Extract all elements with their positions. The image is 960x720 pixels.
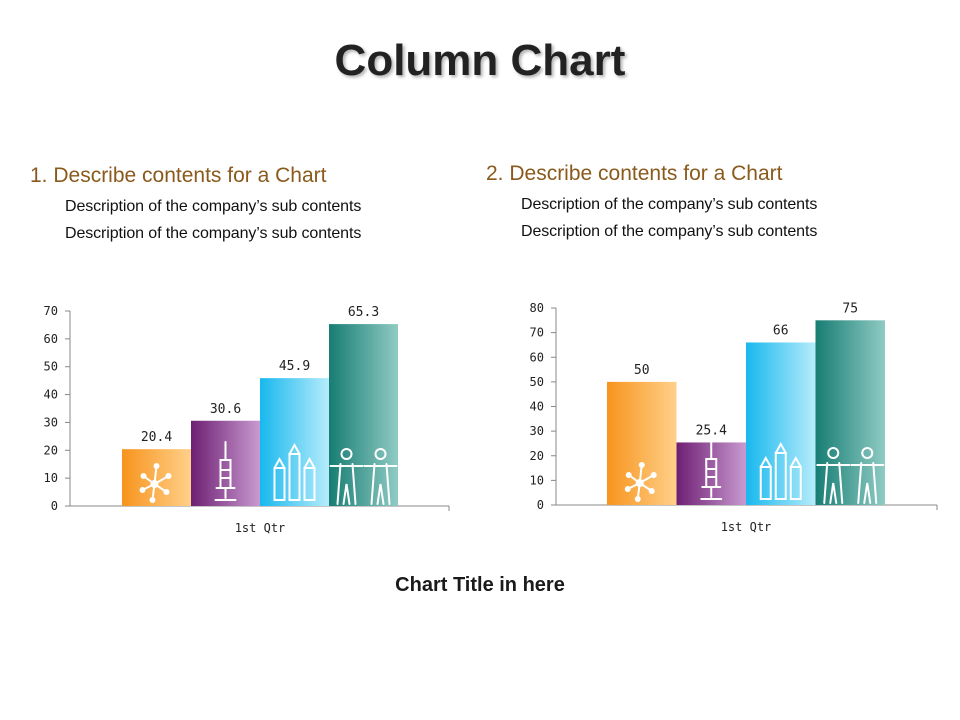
y-tick-label: 60 <box>530 350 544 364</box>
chart-1: 0 10 20 30 40 50 60 70 20.4 30.6 45.9 65.3 1st Qtr <box>44 304 450 535</box>
y-tick-label: 0 <box>537 498 544 512</box>
y-tick-label: 70 <box>530 326 544 340</box>
y-tick-label: 60 <box>44 332 58 346</box>
section-1-line-2: Description of the company’s sub content… <box>65 225 362 242</box>
category-label: 1st Qtr <box>235 521 286 535</box>
syringe-icon <box>700 440 723 500</box>
bar <box>260 378 329 506</box>
y-tick-label: 40 <box>530 400 544 414</box>
y-tick-label: 20 <box>44 443 58 457</box>
y-tick-label: 10 <box>44 471 58 485</box>
y-tick-label: 10 <box>530 473 544 487</box>
section-2: 2. Describe contents for a Chart Descrip… <box>486 162 817 250</box>
data-label: 25.4 <box>696 423 727 438</box>
bar <box>746 342 816 505</box>
y-tick-label: 30 <box>44 415 58 429</box>
syringe-icon <box>214 441 237 501</box>
y-tick-label: 20 <box>530 449 544 463</box>
section-2-heading: 2. Describe contents for a Chart <box>486 162 783 185</box>
y-tick-label: 40 <box>44 388 58 402</box>
data-label: 50 <box>634 363 650 378</box>
data-label: 20.4 <box>141 430 172 445</box>
y-tick-label: 50 <box>44 360 58 374</box>
chart-title: Chart Title in here <box>395 574 565 596</box>
molecule-icon <box>139 463 172 503</box>
section-2-line-2: Description of the company’s sub content… <box>521 223 818 240</box>
page-title: Column Chart <box>334 36 626 85</box>
y-tick-label: 80 <box>530 301 544 315</box>
y-tick-label: 50 <box>530 375 544 389</box>
category-label: 1st Qtr <box>721 520 772 534</box>
pencils-icon <box>759 441 802 500</box>
section-1-line-1: Description of the company’s sub content… <box>65 198 362 215</box>
data-label: 65.3 <box>348 305 379 320</box>
data-label: 75 <box>842 301 858 316</box>
y-tick-label: 30 <box>530 424 544 438</box>
data-label: 45.9 <box>279 359 310 374</box>
bar <box>607 381 677 505</box>
people-icon <box>329 448 398 505</box>
section-2-line-1: Description of the company’s sub content… <box>521 196 818 213</box>
data-label: 66 <box>773 323 789 338</box>
people-icon <box>816 447 885 504</box>
y-tick-label: 0 <box>51 499 58 513</box>
pencils-icon <box>273 442 316 501</box>
chart-2: 0 10 20 30 40 50 60 70 80 50 25.4 66 75 1st Qtr <box>530 301 938 534</box>
section-1: 1. Describe contents for a Chart Descrip… <box>30 164 361 252</box>
molecule-icon <box>624 462 657 502</box>
section-1-heading: 1. Describe contents for a Chart <box>30 164 327 187</box>
y-tick-label: 70 <box>44 304 58 318</box>
data-label: 30.6 <box>210 402 241 417</box>
bar <box>122 449 191 506</box>
